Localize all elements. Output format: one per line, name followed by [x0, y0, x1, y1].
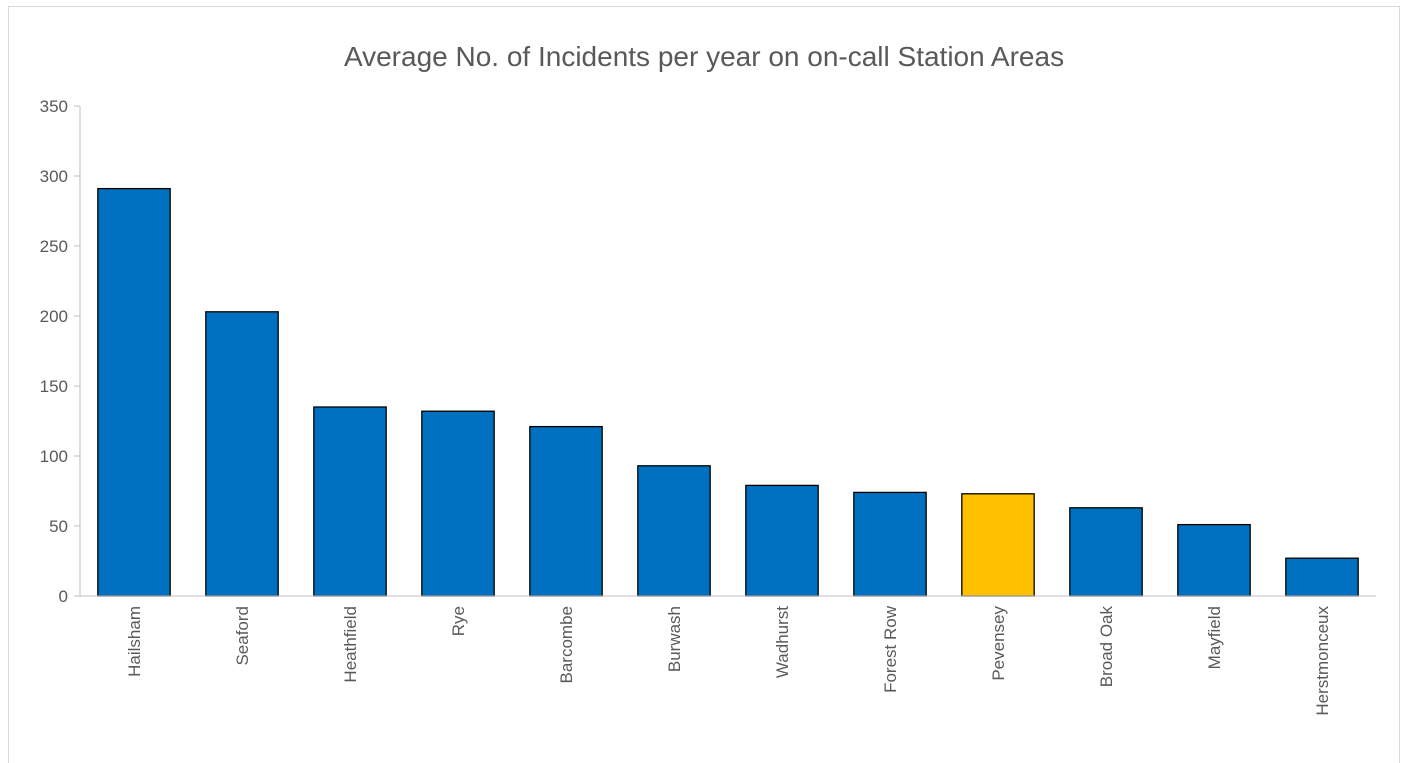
chart-title: Average No. of Incidents per year on on-…: [344, 41, 1064, 72]
x-category-label: Forest Row: [881, 605, 900, 693]
y-tick-label: 250: [40, 237, 68, 256]
x-category-label: Rye: [449, 606, 468, 636]
y-tick-label: 150: [40, 377, 68, 396]
x-category-label: Wadhurst: [773, 606, 792, 678]
bar-barcombe: [529, 425, 603, 597]
x-axis: Hailsham Seaford Heathfield Rye Barcombe Burw…: [80, 595, 1376, 716]
y-tick-label: 350: [40, 97, 68, 116]
bar-pevensey: [961, 493, 1035, 597]
x-category-label: Broad Oak: [1097, 606, 1116, 688]
x-category-label: Burwash: [665, 606, 684, 672]
bars: [97, 187, 1359, 597]
bar-seaford: [205, 311, 279, 597]
y-tick-label: 50: [49, 517, 68, 536]
bar-rye: [421, 410, 495, 597]
bar-heathfield: [313, 406, 387, 597]
bar-forest-row: [853, 491, 927, 597]
x-category-label: Herstmonceux: [1313, 606, 1332, 716]
bar-wadhurst: [745, 484, 819, 597]
y-tick-label: 200: [40, 307, 68, 326]
y-tick-label: 300: [40, 167, 68, 186]
bar-broad-oak: [1069, 507, 1143, 597]
x-category-label: Heathfield: [341, 606, 360, 683]
x-category-label: Mayfield: [1205, 606, 1224, 669]
x-category-label: Pevensey: [989, 606, 1008, 681]
x-category-label: Hailsham: [125, 606, 144, 677]
bar-hailsham: [97, 187, 171, 597]
bar-herstmonceux: [1285, 557, 1359, 597]
x-category-label: Barcombe: [557, 606, 576, 683]
y-tick-label: 0: [59, 587, 68, 606]
y-tick-label: 100: [40, 447, 68, 466]
x-category-label: Seaford: [233, 606, 252, 666]
y-axis: 0 50 100 150 200 250 300 350: [40, 97, 81, 606]
bar-burwash: [637, 465, 711, 597]
bar-mayfield: [1177, 523, 1251, 597]
